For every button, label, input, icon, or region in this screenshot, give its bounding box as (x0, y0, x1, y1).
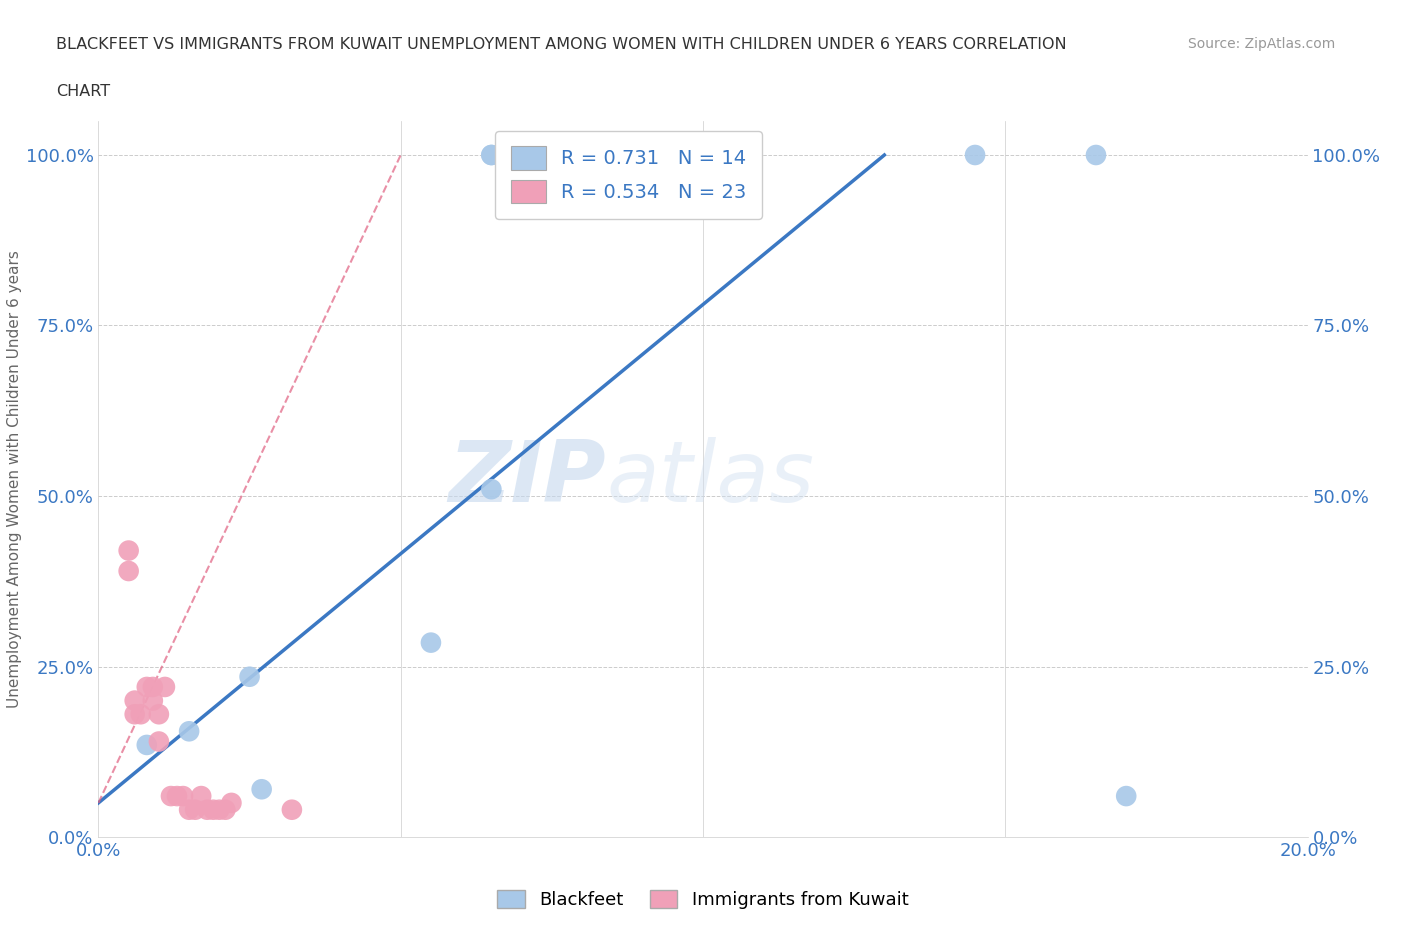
Point (723, 148, 745, 163)
Point (239, 670, 262, 684)
Point (214, 803, 236, 817)
Point (160, 789, 183, 804)
Text: CHART: CHART (56, 84, 110, 99)
Point (166, 789, 188, 804)
Point (190, 789, 212, 804)
Point (281, 803, 304, 817)
Legend: R = 0.731   N = 14, R = 0.534   N = 23: R = 0.731 N = 14, R = 0.534 N = 23 (495, 130, 762, 219)
Point (631, 148, 654, 163)
Point (118, 543, 141, 558)
Point (135, 737, 157, 752)
Text: ZIP: ZIP (449, 437, 606, 521)
Point (129, 707, 152, 722)
Point (148, 734, 170, 749)
Point (124, 693, 146, 708)
Point (965, 148, 987, 163)
Point (184, 803, 207, 817)
Text: atlas: atlas (606, 437, 814, 521)
Point (481, 148, 503, 163)
Point (481, 148, 503, 163)
Text: Source: ZipAtlas.com: Source: ZipAtlas.com (1188, 37, 1336, 51)
Point (208, 803, 231, 817)
Y-axis label: Unemployment Among Women with Children Under 6 years: Unemployment Among Women with Children U… (7, 250, 22, 708)
Point (202, 803, 225, 817)
Text: BLACKFEET VS IMMIGRANTS FROM KUWAIT UNEMPLOYMENT AMONG WOMEN WITH CHILDREN UNDER: BLACKFEET VS IMMIGRANTS FROM KUWAIT UNEM… (56, 37, 1067, 52)
Point (142, 693, 165, 708)
Point (1085, 148, 1108, 163)
Point (124, 707, 146, 722)
Point (481, 482, 503, 497)
Point (153, 680, 176, 695)
Point (1115, 789, 1137, 804)
Point (118, 564, 141, 578)
Point (221, 795, 243, 810)
Point (179, 803, 201, 817)
Point (571, 148, 593, 163)
Legend: Blackfeet, Immigrants from Kuwait: Blackfeet, Immigrants from Kuwait (491, 883, 915, 916)
Point (172, 789, 194, 804)
Point (420, 635, 443, 650)
Point (135, 680, 157, 695)
Point (142, 680, 165, 695)
Point (179, 724, 201, 738)
Point (148, 707, 170, 722)
Point (250, 782, 273, 797)
Point (195, 803, 218, 817)
